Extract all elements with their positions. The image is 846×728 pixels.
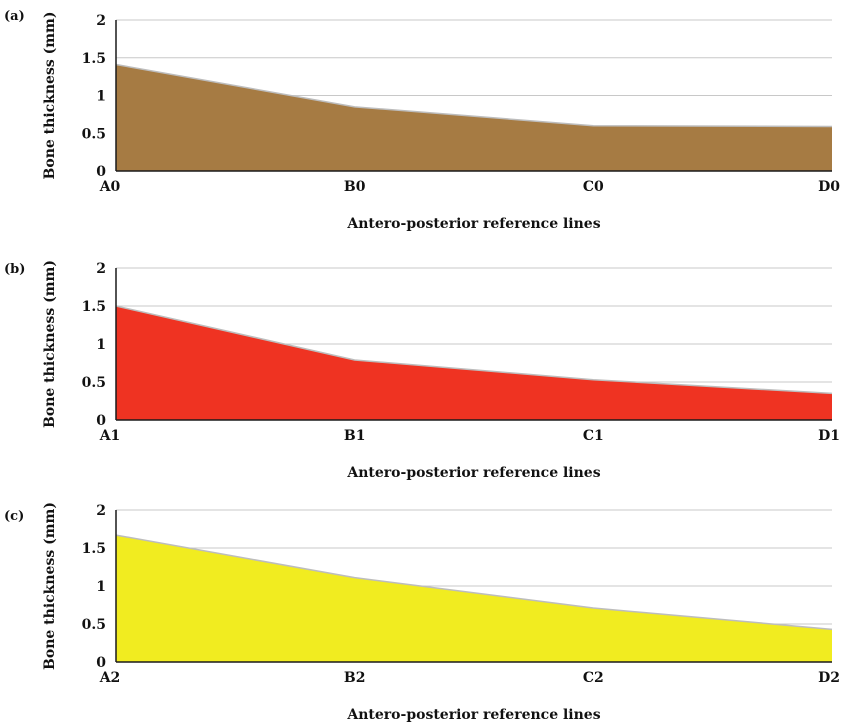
y-tick-label: 2	[96, 503, 106, 519]
chart-panel: 0 0.5 1 1.5 2 A0 B0 C0 D0 Antero-posterior refere…	[4, 9, 840, 232]
x-tick-label: D2	[818, 670, 840, 686]
y-tick-label: 0.5	[82, 617, 106, 633]
x-tick-label: B1	[344, 428, 366, 444]
y-axis-title: Bone thickness (mm)	[42, 502, 58, 670]
x-tick-label: B0	[344, 179, 366, 195]
x-axis-title: Antero-posterior reference lines	[346, 707, 600, 723]
x-tick-label: A1	[99, 428, 121, 444]
x-tick-label: B2	[344, 670, 366, 686]
x-tick-label: D0	[818, 179, 840, 195]
x-tick-label: C2	[583, 670, 604, 686]
y-tick-label: 1.5	[82, 541, 106, 557]
panel-label: (c)	[4, 509, 24, 524]
y-tick-label: 0.5	[82, 375, 106, 391]
panel-label: (b)	[4, 262, 25, 277]
y-tick-label: 1	[96, 337, 106, 353]
y-tick-label: 1	[96, 89, 106, 105]
series-area	[116, 64, 832, 171]
y-tick-label: 1	[96, 579, 106, 595]
x-tick-label: A2	[99, 670, 121, 686]
x-axis-title: Antero-posterior reference lines	[346, 465, 600, 481]
x-tick-label: A0	[99, 179, 121, 195]
y-tick-label: 1.5	[82, 51, 106, 67]
series-line	[115, 305, 833, 395]
y-axis-title: Bone thickness (mm)	[42, 260, 58, 428]
x-tick-label: C0	[583, 179, 604, 195]
y-tick-label: 0	[96, 164, 106, 180]
series-line	[115, 63, 833, 128]
x-axis-title: Antero-posterior reference lines	[346, 216, 600, 232]
y-tick-label: 2	[96, 13, 106, 29]
series-area	[116, 535, 832, 662]
y-tick-label: 0	[96, 655, 106, 671]
chart-panel: 0 0.5 1 1.5 2 A1 B1 C1 D1 Antero-posterior refere…	[4, 260, 840, 481]
x-tick-label: D1	[818, 428, 840, 444]
y-tick-label: 2	[96, 261, 106, 277]
y-tick-label: 1.5	[82, 299, 106, 315]
series-line	[115, 534, 833, 631]
chart-panel: 0 0.5 1 1.5 2 A2 B2 C2 D2 Antero-posterior refere…	[4, 502, 840, 723]
series-area	[116, 306, 832, 420]
x-tick-label: C1	[583, 428, 604, 444]
y-tick-label: 0.5	[82, 126, 106, 142]
panel-label: (a)	[4, 9, 25, 24]
y-axis-title: Bone thickness (mm)	[42, 12, 58, 180]
y-tick-label: 0	[96, 413, 106, 429]
